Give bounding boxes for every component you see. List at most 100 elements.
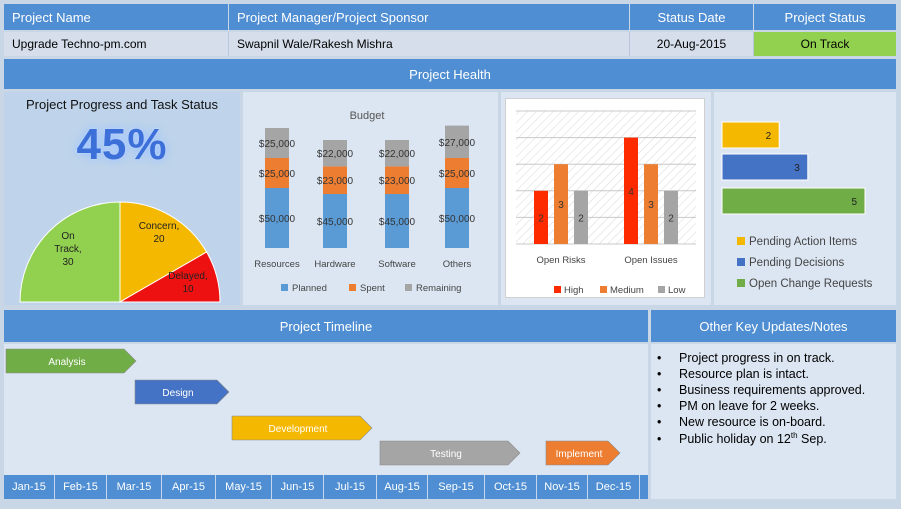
budget-data-label: $45,000 (317, 217, 354, 228)
budget-bar-spent-hardware (323, 166, 347, 194)
budget-bar-spent-others (445, 158, 469, 188)
budget-data-label: $50,000 (439, 214, 476, 225)
risk-data-label: 2 (668, 213, 674, 224)
note-item: • PM on leave for 2 weeks. (657, 399, 820, 413)
budget-category-label: Others (443, 259, 472, 270)
notes-panel: • Project progress in on track. • Resource… (651, 344, 896, 499)
pending-legend-swatch (737, 237, 745, 245)
risk-category-label: Open Issues (624, 255, 678, 266)
progress-title: Project Progress and Task Status (26, 97, 218, 112)
legend-label-high: High (564, 285, 584, 296)
budget-data-label: $23,000 (317, 176, 354, 187)
info-row: Upgrade Techno-pm.com Swapnil Wale/Rakes… (4, 32, 896, 56)
phase-label: Development (269, 424, 328, 435)
header-row: Project Name Project Manager/Project Spo… (4, 4, 896, 30)
pie-label-on-track-3: 30 (62, 257, 74, 268)
pending-panel: 2 Pending Action Items 3 Pending Decisions 5… (714, 92, 896, 305)
progress-percent: 45% (76, 120, 168, 169)
timeline-title: Project Timeline (4, 310, 648, 342)
project-name-value: Upgrade Techno-pm.com (4, 32, 229, 56)
budget-panel: Budget $50,000 $25,000 $25,000 Resources $45,… (243, 92, 498, 305)
pie-label-on-track-2: Track, (54, 244, 81, 255)
project-health-title: Project Health (4, 59, 896, 89)
risk-bar-medium (554, 164, 568, 244)
budget-category-label: Software (378, 259, 416, 270)
progress-panel: Project Progress and Task Status 45% On … (4, 92, 240, 305)
budget-data-label: $25,000 (439, 169, 476, 180)
notes-title: Other Key Updates/Notes (651, 310, 896, 342)
legend-swatch-low (658, 286, 665, 293)
budget-bar-remaining-software (385, 140, 409, 167)
risk-data-label: 3 (648, 200, 654, 211)
phase-arrow-design (134, 379, 230, 405)
notes-list: • Project progress in on track. • Resource… (657, 351, 890, 446)
timeline-month: Jun-15 (272, 475, 324, 499)
risk-data-label: 2 (538, 213, 544, 224)
legend-label-spent: Spent (360, 283, 385, 294)
budget-data-label: $25,000 (259, 169, 296, 180)
risk-data-label: 4 (628, 187, 634, 198)
phase-arrow-testing (379, 440, 521, 466)
timeline-area: Analysis Design Development Testing Implemen… (4, 344, 648, 499)
timeline-month: May-15 (216, 475, 272, 499)
timeline-month: Oct-15 (485, 475, 537, 499)
budget-chart: Budget $50,000 $25,000 $25,000 Resources $45,… (243, 92, 498, 305)
risks-issues-chart: 2 3 2 Open Risks 4 3 2 Open Issues High Medium Low (516, 110, 696, 296)
status-header: Project Status (784, 9, 866, 25)
budget-data-label: $22,000 (317, 149, 354, 160)
budget-title: Budget (350, 110, 385, 122)
risk-bar-low (574, 190, 588, 244)
timeline-month: Jan-15 (4, 475, 55, 499)
budget-bar-planned-resources (265, 188, 289, 248)
note-item: • New resource is on-board. (657, 415, 826, 429)
phase-label: Analysis (48, 357, 85, 368)
pie-label-on-track: On (61, 231, 74, 242)
status-badge: On Track (754, 32, 896, 56)
risk-data-label: 3 (558, 200, 564, 211)
project-name-header: Project Name (4, 4, 229, 30)
timeline-month: Sep-15 (428, 475, 485, 499)
pie-slice-concern (119, 201, 208, 303)
status-date-value: 20-Aug-2015 (630, 32, 754, 56)
pending-legend-label: Pending Decisions (749, 257, 845, 269)
pie-label-delayed-2: 10 (182, 284, 194, 295)
timeline-month: Feb-15 (55, 475, 107, 499)
legend-swatch-remaining (405, 284, 412, 291)
pending-value: 5 (851, 197, 857, 208)
budget-data-label: $27,000 (439, 138, 476, 149)
legend-label-medium: Medium (610, 285, 644, 296)
timeline-month: Jul-15 (324, 475, 377, 499)
legend-label-remaining: Remaining (416, 283, 461, 294)
risk-bar-low (664, 190, 678, 244)
timeline-month: Nov-15 (537, 475, 588, 499)
note-item: • Resource plan is intact. (657, 367, 809, 381)
pending-value: 2 (766, 131, 772, 142)
manager-value: Swapnil Wale/Rakesh Mishra (229, 32, 630, 56)
months-row: Jan-15 Feb-15 Mar-15 Apr-15 May-15 Jun-15 Jul-… (4, 475, 648, 499)
budget-bar-planned-hardware (323, 194, 347, 248)
pie-slice-delayed (118, 251, 221, 303)
budget-bar-remaining-hardware (323, 140, 347, 167)
pending-bar (721, 153, 809, 181)
budget-bar-remaining-others (445, 125, 469, 158)
phase-arrow-implement (545, 440, 621, 466)
pie-label-concern: Concern, (139, 221, 180, 232)
budget-data-label: $50,000 (259, 214, 296, 225)
budget-bar-planned-software (385, 194, 409, 248)
note-item: • Project progress in on track. (657, 351, 835, 365)
legend-swatch-spent (349, 284, 356, 291)
risk-data-label: 2 (578, 213, 584, 224)
budget-bar-spent-resources (265, 158, 289, 188)
task-status-pie: On Track, 30 Concern, 20 Delayed, 10 (19, 201, 221, 303)
timeline-month: Mar-15 (107, 475, 162, 499)
phase-arrow-analysis (5, 348, 137, 374)
risk-bar-high (624, 137, 638, 244)
budget-data-label: $25,000 (259, 139, 296, 150)
pending-legend-swatch (737, 258, 745, 266)
pie-label-delayed: Delayed, (168, 271, 207, 282)
note-item: • Business requirements approved. (657, 383, 866, 397)
timeline-month: Aug-15 (377, 475, 428, 499)
timeline-month: Apr-15 (162, 475, 216, 499)
status-date-header: Status Date (630, 4, 754, 30)
legend-swatch-planned (281, 284, 288, 291)
